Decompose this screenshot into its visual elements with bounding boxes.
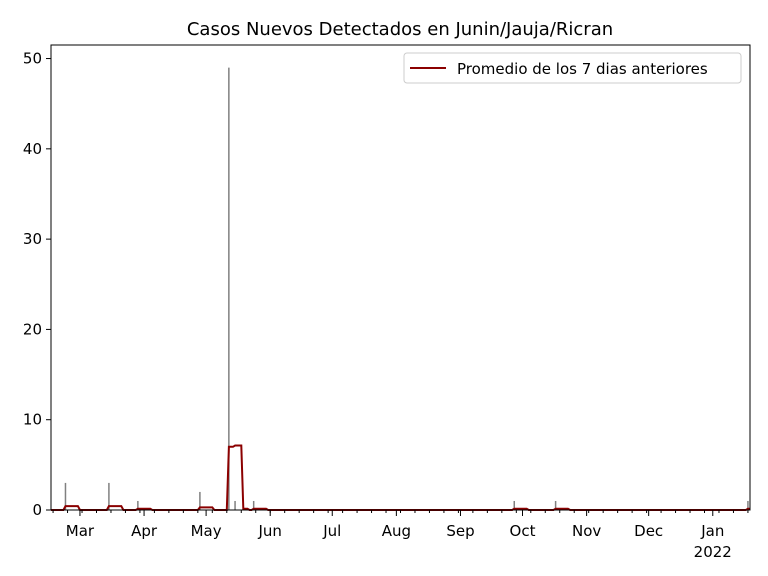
legend-label: Promedio de los 7 dias anteriores: [457, 60, 708, 78]
x-tick-label: Oct: [510, 522, 536, 540]
x-tick-label: Nov: [572, 522, 601, 540]
axes: 0 10 20 30 40 50 Mar Apr May Jun Jul Aug Sep Oct Nov De…: [23, 50, 749, 561]
y-tick-label: 40: [23, 140, 42, 158]
x-tick-sublabel: 2022: [694, 543, 732, 561]
y-tick-label: 50: [23, 50, 42, 68]
y-tick-label: 0: [32, 501, 42, 519]
x-tick-label: Dec: [634, 522, 663, 540]
plot-frame: [50, 44, 751, 511]
avg-line: [51, 444, 750, 511]
chart-title: Casos Nuevos Detectados en Junin/Jauja/R…: [187, 19, 613, 40]
y-tick-label: 10: [23, 411, 42, 429]
y-tick-label: 20: [23, 320, 42, 338]
x-tick-label: Jan: [700, 522, 724, 540]
legend: Promedio de los 7 dias anteriores: [403, 52, 742, 84]
x-tick-label: Sep: [446, 522, 474, 540]
x-tick-label: May: [191, 522, 222, 540]
x-tick-label: Mar: [66, 522, 95, 540]
x-tick-label: Jul: [322, 522, 341, 540]
legend-box: [403, 52, 742, 84]
x-tick-label: Jun: [257, 522, 281, 540]
bars: [64, 67, 749, 510]
x-tick-label: Apr: [131, 522, 158, 540]
x-tick-label: Aug: [382, 522, 411, 540]
y-tick-label: 30: [23, 230, 42, 248]
